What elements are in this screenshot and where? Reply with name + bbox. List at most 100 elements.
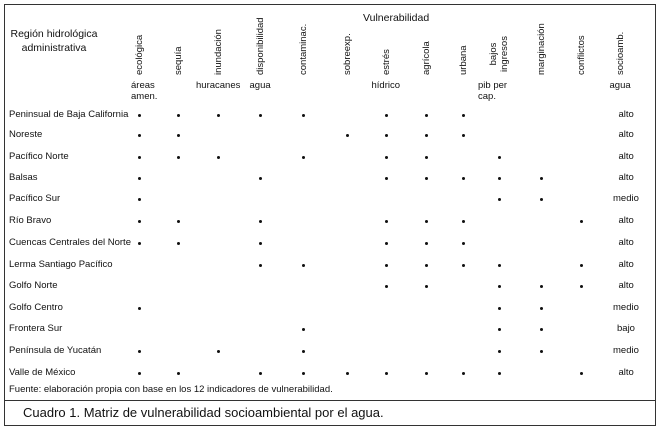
column-header-1: sequía (172, 46, 184, 75)
table-mark (258, 176, 262, 180)
row-label-8: Golfo Norte (9, 280, 58, 291)
table-mark (539, 284, 543, 288)
row-level-12: alto (618, 367, 634, 378)
table-mark (137, 241, 141, 245)
column-header-6: estrés (380, 49, 392, 75)
table-mark (384, 263, 388, 267)
table-mark (137, 176, 141, 180)
row-label-3: Balsas (9, 172, 38, 183)
table-mark (497, 371, 501, 375)
row-label-12: Valle de México (9, 367, 76, 378)
table-mark (301, 263, 305, 267)
table-mark (176, 371, 180, 375)
table-mark (176, 219, 180, 223)
table-mark (301, 371, 305, 375)
column-subheader-3: agua (249, 80, 271, 91)
table-mark (301, 155, 305, 159)
table-mark (539, 176, 543, 180)
table-mark (384, 371, 388, 375)
table-mark (461, 113, 465, 117)
table-mark (497, 306, 501, 310)
column-header-9: bajos ingresos (488, 36, 510, 72)
row-label-4: Pacífico Sur (9, 193, 61, 204)
column-header-0: ecológica (133, 34, 145, 75)
column-header-7: agrícola (420, 41, 432, 75)
table-mark (258, 241, 262, 245)
table-mark (258, 219, 262, 223)
column-subheader-6: hídrico (371, 80, 401, 91)
column-header-2: inundación (212, 29, 224, 75)
table-mark (345, 133, 349, 137)
caption-divider (4, 400, 656, 401)
table-mark (137, 133, 141, 137)
table-mark (137, 371, 141, 375)
table-mark (579, 219, 583, 223)
column-header-5: sobreexp. (341, 33, 353, 75)
row-label-11: Península de Yucatán (9, 345, 102, 356)
table-mark (137, 219, 141, 223)
table-mark (384, 133, 388, 137)
column-header-12: socioamb. (614, 31, 626, 75)
table-mark (301, 349, 305, 353)
table-mark (461, 263, 465, 267)
column-subheader-9: pib per cap. (478, 80, 508, 102)
table-mark (384, 241, 388, 245)
table-mark (384, 176, 388, 180)
row-label-7: Lerma Santiago Pacífico (9, 259, 113, 270)
table-mark (424, 155, 428, 159)
table-mark (176, 133, 180, 137)
table-mark (176, 241, 180, 245)
table-mark (216, 349, 220, 353)
row-level-2: alto (618, 151, 634, 162)
table-mark (258, 371, 262, 375)
row-level-10: bajo (617, 323, 635, 334)
column-header-3: disponibilidad (254, 17, 266, 75)
table-mark (424, 371, 428, 375)
table-mark (301, 113, 305, 117)
row-level-0: alto (618, 109, 634, 120)
table-mark (497, 155, 501, 159)
table-mark (579, 284, 583, 288)
table-mark (579, 263, 583, 267)
table-mark (461, 176, 465, 180)
table-mark (424, 263, 428, 267)
row-label-10: Frontera Sur (9, 323, 63, 334)
table-mark (258, 263, 262, 267)
table-mark (176, 113, 180, 117)
table-frame (4, 4, 656, 426)
row-level-4: medio (613, 193, 639, 204)
table-mark (137, 155, 141, 159)
row-label-9: Golfo Centro (9, 302, 63, 313)
table-mark (301, 327, 305, 331)
row-level-3: alto (618, 172, 634, 183)
table-mark (384, 113, 388, 117)
table-mark (384, 284, 388, 288)
table-mark (424, 284, 428, 288)
table-caption: Cuadro 1. Matriz de vulnerabilidad socio… (23, 405, 384, 420)
table-mark (497, 176, 501, 180)
table-mark (137, 197, 141, 201)
table-mark (137, 306, 141, 310)
row-label-5: Río Bravo (9, 215, 52, 226)
vulnerability-header: Vulnerabilidad (363, 12, 430, 24)
table-mark (424, 219, 428, 223)
table-mark (461, 219, 465, 223)
table-mark (497, 327, 501, 331)
table-mark (461, 133, 465, 137)
row-level-7: alto (618, 259, 634, 270)
table-mark (461, 371, 465, 375)
table-mark (497, 263, 501, 267)
table-mark (424, 133, 428, 137)
table-mark (216, 155, 220, 159)
table-mark (539, 327, 543, 331)
table-mark (539, 306, 543, 310)
row-level-11: medio (613, 345, 639, 356)
table-mark (176, 155, 180, 159)
row-level-9: medio (613, 302, 639, 313)
column-header-11: conflictos (575, 35, 587, 75)
table-mark (258, 113, 262, 117)
table-mark (424, 113, 428, 117)
row-level-1: alto (618, 129, 634, 140)
source-note: Fuente: elaboración propia con base en l… (9, 384, 333, 395)
table-mark (424, 241, 428, 245)
